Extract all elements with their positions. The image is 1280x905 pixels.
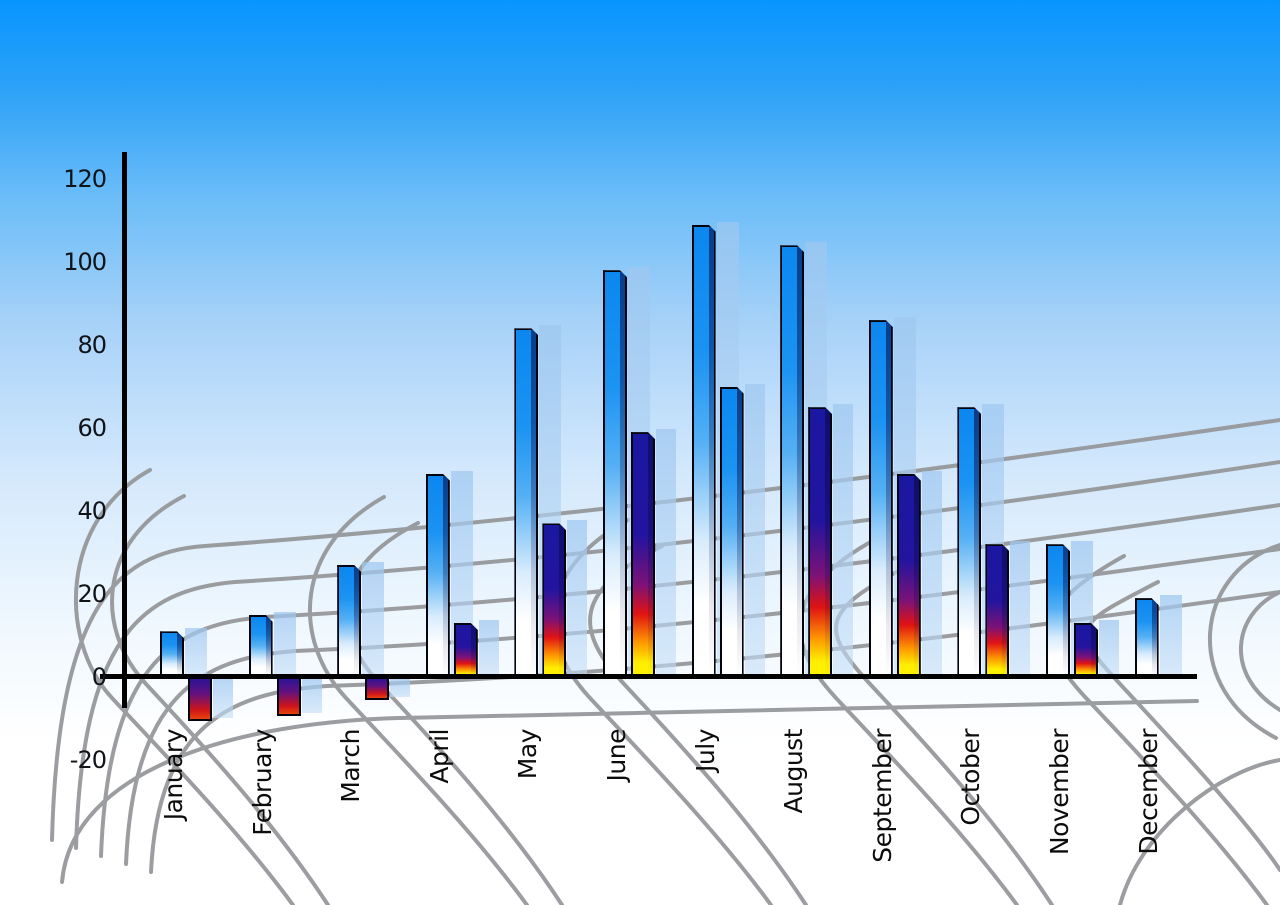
bar-rainbow-september [897, 474, 921, 677]
bar-rainbow-march [365, 679, 390, 700]
y-tick-80: 80 [77, 331, 107, 359]
x-axis-baseline [100, 674, 1197, 679]
bar-blue-december [1135, 598, 1159, 677]
month-label-june: June [602, 729, 631, 782]
grid-line [1239, 590, 1280, 712]
month-label-july: July [690, 729, 720, 772]
month-label-february: February [247, 729, 277, 836]
grid-line [588, 544, 808, 905]
bar-rainbow-april [454, 623, 478, 677]
bar-blue-may [514, 328, 538, 677]
grid-line [1084, 580, 1280, 872]
bar-blue-january [160, 631, 184, 677]
bar-shadow-january [185, 628, 207, 676]
y-tick-40: 40 [77, 497, 107, 525]
y-tick-20: 20 [77, 580, 107, 608]
bar-blue-april [426, 474, 450, 677]
month-label-september: September [867, 729, 897, 863]
bar-shadow-march-2 [390, 679, 411, 697]
bar-shadow-october-2 [1010, 541, 1031, 676]
bar-rainbow-june [631, 432, 655, 677]
bar-shadow-february-2 [301, 679, 322, 714]
bar-blue-march [337, 565, 361, 677]
bar-rainbow-january [188, 679, 212, 721]
bar-blue-august [780, 245, 804, 677]
month-label-november: November [1045, 729, 1074, 856]
grid-line [308, 495, 529, 905]
bar-blue-november [1046, 544, 1070, 677]
bar-blue-october [957, 407, 981, 677]
bar-blue-july [692, 225, 716, 677]
bar-shadow-march [362, 561, 385, 676]
bar-blue-february [249, 615, 273, 677]
y-tick-60: 60 [77, 414, 107, 442]
bar-blue-june [603, 270, 627, 677]
y-tick-120: 120 [63, 165, 107, 193]
grid-line [1118, 758, 1280, 905]
grid-line [50, 418, 1280, 842]
grid-line [73, 468, 295, 905]
bar-shadow-september-2 [921, 470, 942, 676]
y-tick--20: -20 [69, 746, 107, 774]
bar-blue2-july [720, 387, 744, 678]
month-label-october: October [956, 729, 986, 826]
y-tick-100: 100 [63, 248, 107, 276]
bar-rainbow-may [542, 523, 566, 677]
bar-shadow-november-2 [1099, 620, 1119, 676]
bar-blue-september [869, 320, 893, 677]
bar-rainbow-october [985, 544, 1009, 677]
month-label-january: January [159, 729, 188, 821]
bar-shadow-december [1159, 595, 1182, 676]
bar-shadow-june-2 [656, 429, 676, 676]
grid-line [1208, 543, 1280, 740]
bar-rainbow-november [1074, 623, 1098, 677]
bar-shadow-february [273, 611, 296, 676]
grid-line [74, 460, 1280, 850]
bar-rainbow-august [808, 407, 832, 677]
grid-line [60, 699, 1199, 884]
grid-line [551, 518, 773, 905]
bar-shadow-august-2 [833, 404, 854, 676]
month-label-december: December [1133, 729, 1163, 855]
y-tick-0: 0 [91, 663, 107, 691]
month-label-may: May [513, 729, 543, 780]
month-label-august: August [779, 729, 809, 814]
bar-shadow-january-2 [213, 679, 233, 718]
bar-shadow-april-2 [478, 620, 499, 676]
month-label-march: March [336, 729, 366, 803]
bar-shadow-july-2 [744, 383, 765, 676]
month-label-april: April [424, 729, 454, 784]
y-axis-line [122, 152, 127, 708]
bar-rainbow-february [276, 679, 301, 717]
bar-shadow-may-2 [567, 520, 588, 676]
